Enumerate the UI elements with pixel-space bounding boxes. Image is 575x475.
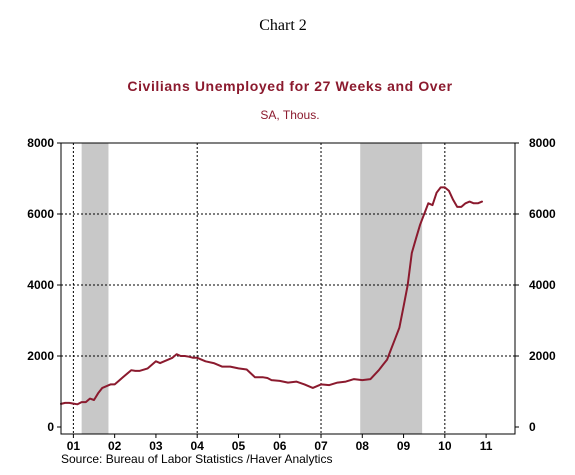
x-tick-label: 09 — [397, 439, 411, 453]
x-tick-label: 04 — [191, 439, 205, 453]
y-tick-label-left: 8000 — [27, 136, 54, 150]
y-tick-label-right: 2000 — [529, 349, 556, 363]
x-tick-label: 10 — [438, 439, 452, 453]
x-axis: 01 02 03 04 05 06 07 08 09 10 11 — [67, 434, 493, 453]
x-tick-label: 08 — [356, 439, 370, 453]
recession-band-2 — [360, 143, 423, 434]
x-tick-label: 05 — [232, 439, 246, 453]
y-tick-label-left: 0 — [47, 420, 54, 434]
x-tick-label: 02 — [108, 439, 122, 453]
vertical-gridlines — [72, 143, 446, 434]
series-line-group — [60, 186, 483, 406]
y-axis-left: 0 2000 4000 6000 8000 — [27, 136, 61, 434]
x-tick-label: 01 — [67, 439, 81, 453]
x-tick-label: 06 — [273, 439, 287, 453]
x-tick-label: 03 — [149, 439, 163, 453]
y-tick-label-right: 4000 — [529, 278, 556, 292]
y-tick-label-right: 0 — [529, 420, 536, 434]
y-tick-label-left: 6000 — [27, 207, 54, 221]
plot-frame — [60, 142, 516, 435]
source-note: Source: Bureau of Labor Statistics /Have… — [61, 452, 332, 466]
x-tick-label: 11 — [480, 439, 493, 453]
chart-title: Civilians Unemployed for 27 Weeks and Ov… — [127, 78, 452, 94]
series-line-1 — [60, 186, 483, 406]
recession-shading — [81, 143, 423, 434]
horizontal-gridlines — [61, 213, 515, 357]
y-tick-label-right: 6000 — [529, 207, 556, 221]
y-tick-label-left: 4000 — [27, 278, 54, 292]
y-tick-label-left: 2000 — [27, 349, 54, 363]
chart-subtitle: SA, Thous. — [260, 108, 319, 122]
recession-band-1 — [81, 143, 109, 434]
page-label: Chart 2 — [259, 17, 307, 34]
x-tick-label: 07 — [314, 439, 328, 453]
y-tick-label-right: 8000 — [529, 136, 556, 150]
y-axis-right: 0 2000 4000 6000 8000 — [515, 136, 556, 434]
